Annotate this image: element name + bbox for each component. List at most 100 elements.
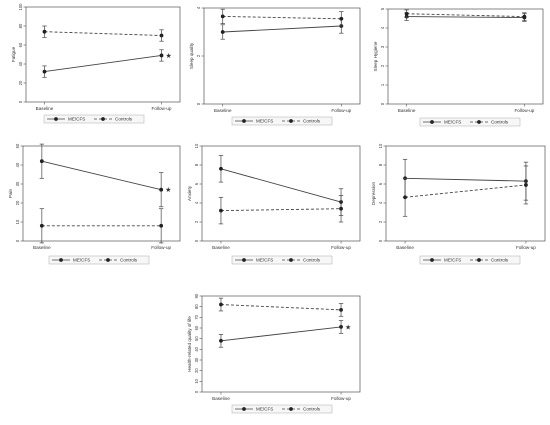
x-tick-label: Baseline — [36, 106, 54, 111]
legend: ME/CFS Controls — [419, 117, 521, 127]
y-tick-label: 60 — [194, 325, 199, 330]
y-tick-label: 0 — [18, 100, 23, 103]
legend: ME/CFS Controls — [419, 255, 521, 265]
data-point — [42, 29, 47, 34]
legend-label-mecfs: ME/CFS — [256, 119, 273, 124]
legend-label-mecfs: ME/CFS — [256, 258, 273, 263]
y-tick-label: 90 — [194, 293, 199, 298]
y-tick-label: 20 — [18, 80, 23, 85]
y-tick-label: 80 — [18, 23, 23, 28]
series-controls — [218, 195, 344, 225]
legend: ME/CFS Controls — [231, 404, 333, 414]
y-tick-label: 4 — [196, 6, 201, 9]
y-tick-label: 50 — [194, 336, 199, 341]
y-tick-label: 20 — [194, 368, 199, 373]
series-controls — [218, 297, 344, 317]
y-tick-label: 30 — [15, 181, 20, 186]
x-tick-label: Baseline — [396, 245, 414, 250]
data-point — [39, 159, 44, 164]
x-tick-label: Baseline — [33, 245, 51, 250]
y-tick-label: 10 — [194, 378, 199, 383]
y-tick-label: 6 — [378, 182, 383, 185]
series-controls — [39, 208, 164, 244]
series-controls — [220, 8, 344, 27]
legend-marker-controls — [106, 258, 110, 262]
y-tick-label: 0 — [194, 390, 199, 393]
data-point — [159, 223, 164, 228]
y-tick-label: 50 — [15, 143, 20, 148]
plot-frame — [201, 295, 361, 393]
series-line — [406, 13, 525, 18]
data-point — [339, 325, 343, 329]
y-tick-label: 6 — [194, 182, 199, 185]
y-tick-label: 1 — [380, 83, 385, 86]
y-tick-label: 2 — [378, 220, 383, 223]
legend-marker-controls — [289, 407, 293, 411]
chart-panel-sleep-hygiene: 0 1 2 3 4 5 Sleep Hygiene Baseline Follow-up ME/C… — [373, 7, 544, 127]
legend-label-mecfs: ME/CFS — [68, 117, 85, 122]
legend-label-controls: Controls — [303, 119, 321, 124]
x-tick-label: Follow-up — [514, 108, 534, 113]
legend-marker-mecfs — [430, 120, 434, 124]
legend-label-mecfs: ME/CFS — [444, 120, 461, 125]
x-tick-label: Follow-up — [516, 245, 536, 250]
legend-marker-mecfs — [242, 119, 246, 123]
legend: ME/CFS Controls — [231, 116, 333, 126]
y-tick-label: 8 — [378, 163, 383, 166]
plot-frame — [203, 7, 361, 105]
legend-marker-controls — [477, 120, 481, 124]
x-tick-label: Follow-up — [152, 106, 172, 111]
series-mecfs — [39, 143, 164, 208]
series-mecfs — [218, 320, 344, 348]
legend-marker-mecfs — [242, 258, 246, 262]
series-line — [405, 184, 526, 198]
series-line — [405, 177, 526, 182]
y-axis-label: Pain — [8, 188, 13, 198]
y-tick-label: 10 — [378, 143, 383, 148]
y-axis-label: Sleep Hygiene — [373, 41, 378, 71]
series-line — [44, 55, 162, 73]
plot-frame — [385, 145, 546, 242]
legend-label-mecfs: ME/CFS — [256, 407, 273, 412]
y-tick-label: 0 — [15, 239, 20, 242]
legend-marker-controls — [289, 258, 293, 262]
legend-label-mecfs: ME/CFS — [444, 258, 461, 263]
chart-panel-depression: 0 2 4 6 8 10 Depression Baseline Follow-up ME/CFS… — [371, 143, 546, 265]
data-point — [339, 307, 343, 312]
legend-label-mecfs: ME/CFS — [73, 258, 90, 263]
series-controls — [42, 25, 164, 42]
series-line — [220, 304, 342, 311]
data-point — [159, 187, 164, 192]
series-mecfs — [218, 155, 344, 216]
y-axis-label: Fatigue — [11, 46, 16, 62]
data-point — [159, 33, 164, 38]
y-tick-label: 40 — [15, 162, 20, 167]
y-axis-label: Anxiety — [187, 185, 192, 201]
y-tick-label: 0 — [194, 239, 199, 242]
y-tick-label: 4 — [194, 201, 199, 204]
legend-label-controls: Controls — [115, 117, 133, 122]
series-mecfs — [42, 49, 164, 78]
x-tick-label: Follow-up — [331, 245, 351, 250]
y-tick-label: 80 — [194, 304, 199, 309]
data-point — [220, 30, 225, 34]
y-tick-label: 4 — [378, 201, 383, 204]
series-controls — [402, 165, 529, 217]
y-tick-label: 0 — [378, 239, 383, 242]
legend-label-controls: Controls — [303, 407, 321, 412]
chart-panel-anxiety: 0 2 4 6 8 10 Anxiety Baseline Follow-up ME/CFS Con… — [187, 143, 361, 265]
series-mecfs — [402, 158, 529, 201]
x-tick-label: Baseline — [398, 108, 416, 113]
y-tick-label: 40 — [194, 346, 199, 351]
x-tick-label: Baseline — [214, 108, 232, 113]
data-point — [219, 302, 223, 307]
y-tick-label: 4 — [380, 26, 385, 29]
legend: ME/CFS Controls — [231, 255, 333, 265]
chart-panel-pain: 0 10 20 30 40 50 Pain Baseline Follow-up ★ ME/CFS C… — [8, 143, 181, 265]
series-mecfs — [220, 18, 344, 40]
x-tick-label: Baseline — [212, 245, 230, 250]
y-tick-label: 40 — [18, 61, 23, 66]
legend: ME/CFS Controls — [43, 114, 145, 124]
data-point — [524, 183, 528, 187]
y-axis-label: Depression — [371, 181, 376, 205]
